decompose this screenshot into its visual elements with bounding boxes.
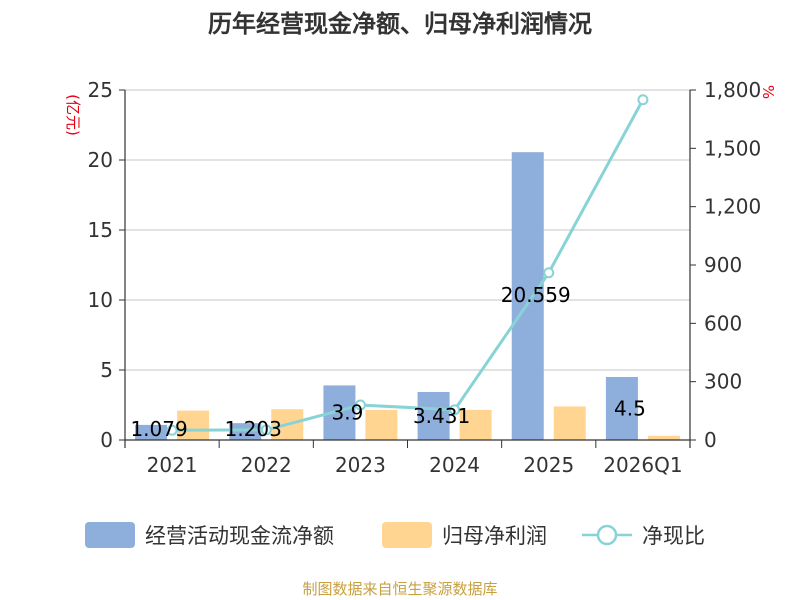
bar-cash-flow — [511, 152, 544, 440]
x-tick-label: 2024 — [429, 453, 480, 477]
data-label-cash-flow: 3.431 — [413, 404, 470, 428]
bar-net-profit — [647, 435, 680, 440]
legend-label-net-profit: 归母净利润 — [442, 524, 547, 548]
bar-net-profit — [365, 409, 398, 440]
chart-title: 历年经营现金净额、归母净利润情况 — [208, 10, 592, 38]
right-tick-label: 600 — [704, 311, 742, 335]
bar-cash-flow — [605, 377, 638, 440]
legend: 经营活动现金流净额 归母净利润 净现比 — [85, 522, 705, 548]
left-tick-label: 25 — [88, 78, 113, 102]
right-tick-label: 1,200 — [704, 195, 761, 219]
left-tick-label: 10 — [88, 288, 113, 312]
left-tick-label: 0 — [100, 428, 113, 452]
x-tick-label: 2022 — [241, 453, 292, 477]
left-tick-label: 15 — [88, 218, 113, 242]
source-note: 制图数据来自恒生聚源数据库 — [302, 580, 497, 598]
legend-swatch-cash-flow — [85, 522, 135, 548]
bar-net-profit — [177, 410, 210, 440]
bar-cash-flow — [229, 423, 262, 440]
point-ratio — [166, 424, 178, 436]
right-axis-unit: % — [759, 85, 777, 99]
right-tick-label: 900 — [704, 253, 742, 277]
point-ratio — [449, 404, 461, 416]
data-label-cash-flow: 4.5 — [614, 397, 646, 421]
point-ratio — [260, 424, 272, 436]
point-ratio — [637, 94, 649, 106]
left-tick-label: 20 — [88, 148, 113, 172]
data-labels: 1.079 1.203 3.9 3.431 20.559 4.5 — [130, 283, 645, 441]
bar-marks — [135, 152, 680, 440]
gridlines — [125, 89, 690, 371]
right-tick-label: 0 — [704, 428, 717, 452]
point-ratio — [543, 267, 555, 279]
data-label-cash-flow: 1.079 — [130, 417, 187, 441]
x-tick-label: 2023 — [335, 453, 386, 477]
right-tick-label: 1,800 — [704, 78, 761, 102]
x-tick-label: 2021 — [147, 453, 198, 477]
left-axis-unit: (亿元) — [64, 94, 82, 136]
point-ratio — [354, 399, 366, 411]
data-label-cash-flow: 20.559 — [501, 283, 571, 307]
bar-net-profit — [459, 409, 492, 440]
line-marks — [166, 94, 649, 436]
bar-cash-flow — [417, 391, 450, 440]
legend-swatch-net-profit — [382, 522, 432, 548]
x-tick-label: 2026Q1 — [603, 453, 682, 477]
legend-label-cash-flow: 经营活动现金流净额 — [145, 524, 334, 548]
bar-cash-flow — [135, 424, 168, 440]
data-label-cash-flow: 3.9 — [332, 401, 364, 425]
data-label-cash-flow: 1.203 — [225, 417, 282, 441]
left-tick-label: 5 — [100, 358, 113, 382]
x-tick-label: 2025 — [523, 453, 574, 477]
right-tick-label: 300 — [704, 370, 742, 394]
legend-label-ratio: 净现比 — [642, 524, 705, 548]
line-ratio — [172, 99, 645, 432]
right-tick-label: 1,500 — [704, 136, 761, 160]
bar-net-profit — [553, 406, 586, 440]
legend-marker-ratio — [596, 524, 618, 546]
